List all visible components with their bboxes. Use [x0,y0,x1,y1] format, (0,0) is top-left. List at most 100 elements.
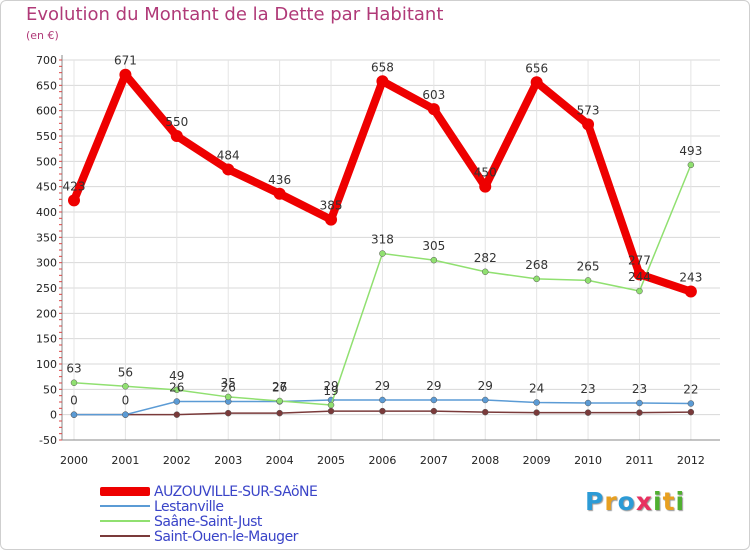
data-point [584,409,592,416]
data-point [379,407,386,415]
data-point [687,400,695,407]
y-tick-label: 450 [36,181,57,194]
data-point [173,411,181,418]
axes: -500501001502002503003504004505005506006… [36,54,720,467]
data-point [482,408,489,416]
data-point [533,275,540,283]
legend-swatch [100,535,150,537]
data-label: 35 [221,376,236,390]
data-point [533,399,540,406]
data-point [379,396,386,404]
data-label: 305 [422,239,445,253]
y-tick-label: 550 [36,130,57,143]
y-tick-label: 300 [36,257,57,270]
data-label: 484 [217,148,240,162]
logo-letter: x [635,487,653,516]
data-point [122,383,129,390]
data-point [224,409,232,417]
x-tick-label: 2010 [574,454,602,467]
data-point [584,399,592,407]
legend-swatch [100,505,150,507]
series-group [68,68,697,418]
data-point [376,75,389,88]
data-label: 265 [577,259,600,273]
y-tick-label: 100 [36,358,57,371]
data-point [173,386,181,394]
data-point [530,76,543,89]
data-point [173,398,181,405]
x-tick-label: 2003 [214,454,242,467]
x-tick-label: 2002 [163,454,191,467]
data-point [479,180,492,193]
data-point [684,285,697,298]
data-point [582,118,595,131]
data-label: 268 [525,258,548,272]
data-point [584,277,592,284]
x-tick-label: 2012 [677,454,705,467]
data-point [427,103,440,116]
logo-letter: P [585,487,605,516]
data-label: 282 [474,251,497,265]
data-label: 29 [323,379,338,393]
data-label: 423 [63,179,86,193]
data-point [119,68,132,81]
logo-letter: i [653,487,663,516]
data-label: 318 [371,233,394,247]
data-label: 23 [632,382,647,396]
legend-swatch [100,520,150,522]
data-label: 0 [70,394,78,408]
data-point [325,213,338,226]
data-point [533,409,540,416]
x-tick-label: 2001 [111,454,139,467]
gridlines [62,59,720,441]
data-point [70,411,78,418]
logo-letter: r [604,487,618,516]
data-label: 658 [371,60,394,74]
line-chart: -500501001502002503003504004505005506006… [36,54,720,467]
data-point [430,396,438,404]
data-point [222,163,235,176]
data-label: 671 [114,54,137,68]
data-label: 56 [118,365,133,379]
x-tick-label: 2005 [317,454,345,467]
data-label: 436 [268,173,291,187]
y-tick-label: 350 [36,231,57,244]
data-point [273,187,286,200]
y-tick-label: 700 [36,54,57,67]
data-label: 29 [478,379,493,393]
x-tick-label: 2000 [60,454,88,467]
data-point [633,268,646,281]
data-point [430,256,438,264]
data-point [636,409,643,416]
data-point [482,268,489,276]
data-point [636,399,643,407]
legend-label: Saint-Ouen-le-Mauger [154,529,298,545]
data-label: 277 [628,253,651,267]
data-label: 26 [272,380,287,394]
data-point [327,401,335,409]
logo-letter: o [617,487,636,516]
logo-letter: t [662,487,676,516]
x-tick-label: 2011 [625,454,653,467]
data-point [636,287,643,295]
chart-title: Evolution du Montant de la Dette par Hab… [26,4,444,25]
data-label: 243 [679,271,702,285]
data-label: 49 [169,369,184,383]
y-tick-label: 250 [36,282,57,295]
data-label: 603 [422,88,445,102]
data-label: 450 [474,166,497,180]
x-tick-label: 2008 [471,454,499,467]
data-point [276,397,283,405]
y-tick-label: 600 [36,105,57,118]
y-tick-label: 500 [36,155,57,168]
data-point [170,130,183,142]
data-point [379,250,386,257]
data-point [70,379,78,386]
data-point [687,161,695,169]
y-tick-label: 200 [36,307,57,320]
data-label: 29 [375,379,390,393]
y-tick-label: 0 [50,409,57,422]
y-tick-label: 150 [36,333,57,346]
data-label: 29 [426,379,441,393]
y-tick-label: -50 [39,434,57,447]
